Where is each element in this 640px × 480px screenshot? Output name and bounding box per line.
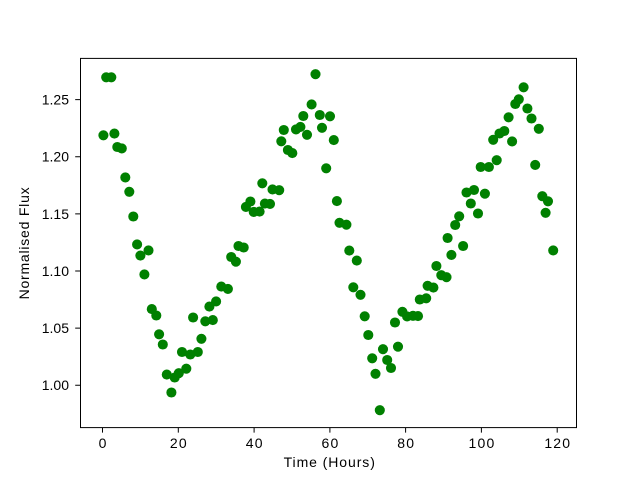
- svg-text:1.00: 1.00: [42, 377, 69, 393]
- svg-text:1.25: 1.25: [42, 92, 69, 108]
- svg-text:120: 120: [544, 435, 571, 451]
- svg-text:0: 0: [99, 435, 108, 451]
- svg-text:1.20: 1.20: [42, 149, 69, 165]
- svg-text:1.10: 1.10: [42, 263, 69, 279]
- svg-text:80: 80: [397, 435, 415, 451]
- svg-text:1.05: 1.05: [42, 320, 69, 336]
- svg-text:1.15: 1.15: [42, 206, 69, 222]
- svg-text:20: 20: [170, 435, 188, 451]
- svg-text:60: 60: [322, 435, 340, 451]
- svg-text:Normalised Flux: Normalised Flux: [16, 187, 32, 300]
- svg-text:100: 100: [469, 435, 496, 451]
- svg-text:40: 40: [246, 435, 264, 451]
- svg-text:Time (Hours): Time (Hours): [284, 454, 376, 470]
